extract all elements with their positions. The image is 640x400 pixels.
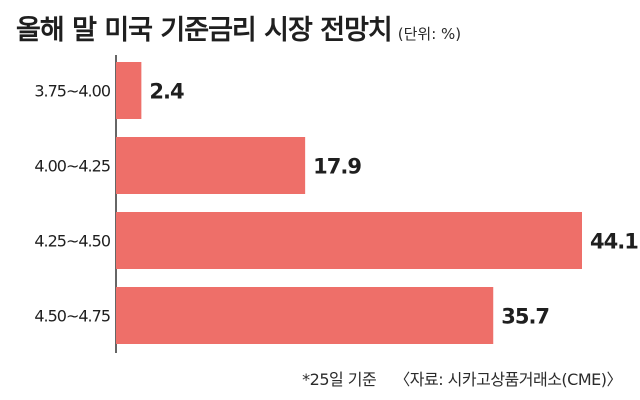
bar [116,212,582,269]
value-label: 35.7 [501,305,549,329]
value-label: 44.1 [590,230,638,254]
footnote-date: *25일 기준 [302,370,377,389]
footnote-source: 〈자료: 시카고상품거래소(CME)〉 [394,370,622,389]
bar [116,137,306,194]
bar [116,62,142,119]
category-label: 4.25~4.50 [34,232,110,251]
chart-title: 올해 말 미국 기준금리 시장 전망치 [16,15,393,46]
chart-footnote: *25일 기준 〈자료: 시카고상품거래소(CME)〉 [0,366,622,390]
unit-label: (단위: %) [397,25,462,43]
value-label: 2.4 [149,80,184,104]
chart-header: 올해 말 미국 기준금리 시장 전망치 (단위: %) [16,8,624,48]
category-label: 4.00~4.25 [34,157,110,176]
value-label: 17.9 [313,155,361,179]
bar [116,287,494,344]
category-label: 4.50~4.75 [34,307,110,326]
category-label: 3.75~4.00 [34,82,110,101]
